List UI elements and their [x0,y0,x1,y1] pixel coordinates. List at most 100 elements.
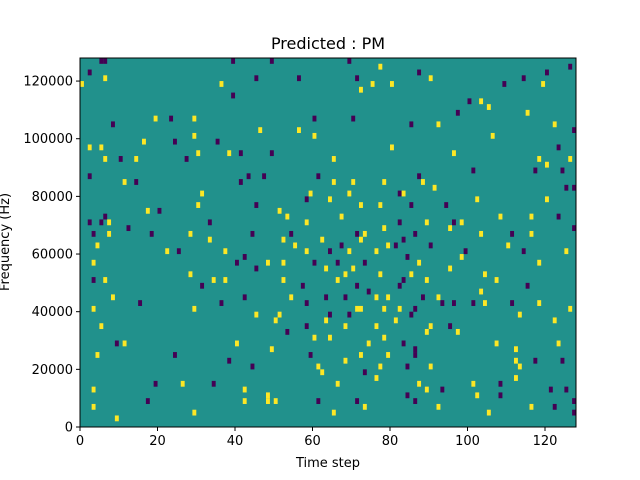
heatmap-cell [328,334,332,341]
heatmap-cell [173,138,177,145]
heatmap-cell [390,81,394,87]
heatmap-cell [269,58,274,64]
heatmap-cell [386,352,391,358]
heatmap-cell [362,259,367,266]
heatmap-cell [99,58,104,64]
heatmap-cell [355,75,360,82]
heatmap-cell [440,386,445,393]
x-tick-label: 80 [382,434,399,449]
heatmap-cell [529,403,534,410]
heatmap-cell [343,271,348,278]
heatmap-cell [316,398,321,404]
heatmap-cell [103,75,108,82]
heatmap-cell [401,190,406,197]
heatmap-cell [173,352,177,358]
heatmap-cell [192,409,197,416]
heatmap-cell [339,242,344,249]
heatmap-cell [413,230,418,237]
y-axis-ticks: 0 20000 40000 60000 80000 100000 120000 [23,75,80,436]
heatmap-cell [436,403,441,410]
heatmap-cell [455,328,460,335]
heatmap-cell [103,58,108,64]
heatmap-cell [277,207,282,214]
heatmap-cell [440,300,445,306]
heatmap-cell [506,242,511,249]
heatmap-cell [328,248,332,255]
heatmap-cell [428,75,433,82]
heatmap-cell [266,398,270,404]
heatmap-cell [475,392,480,399]
heatmap-cell [103,156,108,162]
heatmap-cell [277,311,282,318]
heatmap-cell [382,305,387,312]
heatmap-cell [362,230,367,237]
heatmap-cell [374,294,379,301]
heatmap-cell [552,317,557,324]
heatmap-cell [514,357,518,364]
heatmap-cell [219,300,224,306]
heatmap-cell [250,230,255,237]
heatmap-cell [428,363,433,370]
heatmap-cell [378,271,383,278]
heatmap-cell [335,277,340,283]
heatmap-cell [87,144,92,151]
heatmap-cell [343,323,348,330]
heatmap-cell [316,363,321,370]
heatmap-cell [99,219,104,226]
heatmap-cell [285,328,290,335]
heatmap-cell [572,398,577,404]
heatmap-cell [297,127,301,134]
heatmap-cell [405,254,410,260]
heatmap-cell [207,236,212,243]
heatmap-cell [297,75,301,82]
heatmap-cell [568,63,573,70]
heatmap-cell [494,340,499,347]
heatmap-cell [393,242,398,249]
heatmap-cell [134,179,139,185]
heatmap-cell [304,219,309,226]
heatmap-cell [459,219,464,226]
heatmap-cell [347,58,352,64]
heatmap-cell [424,277,429,283]
heatmap-cell [242,386,247,393]
heatmap-cell [572,184,577,191]
heatmap-cell [452,150,456,157]
heatmap-cell [533,167,538,174]
heatmap-cell [165,248,170,255]
heatmap-cell [308,352,313,358]
heatmap-cell [254,202,259,208]
heatmap-cell [479,230,484,237]
heatmap-cell [351,179,356,185]
heatmap-cell [560,357,565,364]
heatmap-cell [382,225,387,232]
heatmap-cell [91,277,96,283]
heatmap-cell [269,150,274,157]
heatmap-cell [91,259,96,266]
x-tick-label: 100 [455,434,480,449]
heatmap-cell [122,340,127,347]
heatmap-cell [355,282,360,289]
heatmap-cell [223,277,228,283]
heatmap-cell [564,386,569,393]
heatmap-cell [498,392,503,399]
heatmap-cell [382,179,387,185]
heatmap-cell [80,81,84,87]
heatmap-cell [378,363,383,370]
x-axis-label: Time step [295,456,360,471]
heatmap-cell [413,398,418,404]
heatmap-cell [266,259,270,266]
heatmap-cell [134,156,139,162]
heatmap-cell [424,328,429,335]
heatmap-cell [242,294,247,301]
heatmap-cell [320,369,325,376]
heatmap-cell [355,398,360,404]
heatmap-cell [409,121,414,128]
heatmap-cell [238,179,243,185]
heatmap-cell [471,380,476,387]
heatmap-cell [231,92,236,99]
heatmap-cell [471,167,476,174]
x-tick-label: 40 [227,434,244,449]
heatmap-cell [459,254,464,260]
heatmap-cell [564,184,569,191]
heatmap-cell [219,81,224,87]
